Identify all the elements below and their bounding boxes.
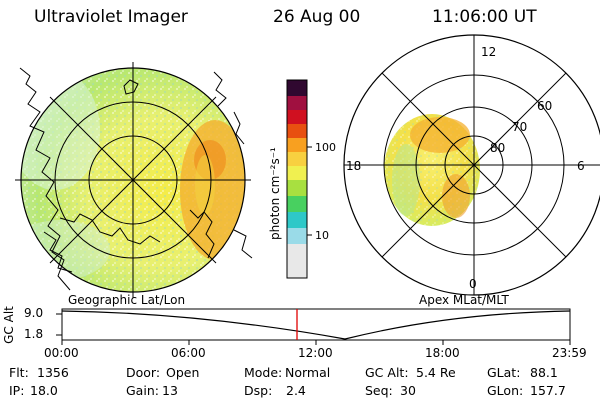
time-tick-2: 12:00 [298, 346, 333, 360]
status-door-value: Open [166, 365, 200, 380]
coastline-outlines [19, 67, 253, 291]
status-glon-key: GLon: [487, 383, 524, 398]
altitude-track-plot [56, 308, 571, 345]
colorbar-unit-label: photon cm⁻²s⁻¹ [268, 147, 282, 240]
time-tick-0: 00:00 [44, 346, 79, 360]
time-tick-1: 06:00 [171, 346, 206, 360]
altitude-curve [61, 310, 571, 340]
status-glat-value: 88.1 [530, 365, 558, 380]
apex-polar-plot: 12 18 6 0 60 70 80 [343, 34, 600, 296]
date-label: 26 Aug 00 [273, 7, 361, 27]
time-label: 11:06:00 UT [432, 7, 537, 27]
geographic-map [15, 62, 253, 298]
status-gcalt-value: 5.4 Re [416, 365, 456, 380]
time-tick-4: 23:59 [552, 346, 587, 360]
status-seq-key: Seq: [365, 383, 393, 398]
altitude-axis-label: GC Alt [1, 306, 16, 344]
status-glon-value: 157.7 [530, 383, 566, 398]
time-tick-3: 18:00 [425, 346, 460, 360]
status-dsp-value: 2.4 [286, 383, 306, 398]
status-flt-key: Flt: [9, 365, 29, 380]
status-gain-key: Gain: [126, 383, 159, 398]
intensity-colorbar: 100 10 photon cm⁻²s⁻¹ [268, 79, 336, 279]
colorbar-tick-100: 100 [315, 141, 336, 154]
lat-label-70: 70 [512, 120, 527, 134]
status-door-key: Door: [126, 365, 161, 380]
mlt-label-0: 0 [469, 277, 477, 291]
status-gain-value: 13 [162, 383, 178, 398]
status-mode-value: Normal [285, 365, 331, 380]
altitude-tick-low: 1.8 [24, 327, 44, 341]
status-mode-key: Mode: [244, 365, 283, 380]
colorbar-tick-10: 10 [315, 229, 329, 242]
status-gcalt-key: GC Alt: [365, 365, 409, 380]
app-title: Ultraviolet Imager [34, 7, 188, 27]
mlt-label-6: 6 [577, 159, 585, 173]
apex-panel-caption: Apex MLat/MLT [419, 293, 509, 307]
lat-label-60: 60 [537, 99, 552, 113]
altitude-tick-high: 9.0 [24, 306, 44, 320]
mlt-label-18: 18 [346, 159, 361, 173]
geo-panel-caption: Geographic Lat/Lon [68, 293, 186, 307]
status-dsp-key: Dsp: [244, 383, 273, 398]
status-flt-value: 1356 [37, 365, 69, 380]
status-ip-value: 18.0 [30, 383, 58, 398]
status-seq-value: 30 [400, 383, 416, 398]
lat-label-80: 80 [490, 141, 505, 155]
status-glat-key: GLat: [487, 365, 521, 380]
status-ip-key: IP: [9, 383, 25, 398]
mlt-label-12: 12 [481, 45, 496, 59]
